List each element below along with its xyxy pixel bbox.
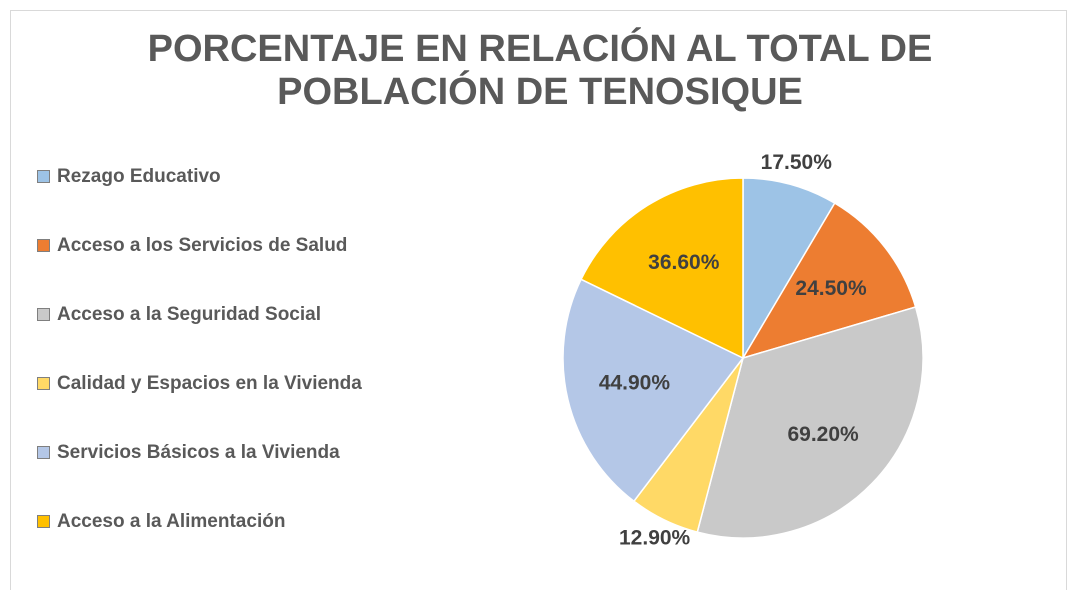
- legend-swatch: [37, 515, 50, 528]
- legend-item: Acceso a los Servicios de Salud: [37, 232, 397, 259]
- pie-slice: [580, 177, 744, 360]
- data-label: 17.50%: [761, 151, 833, 174]
- legend-item: Acceso a la Seguridad Social: [37, 301, 397, 328]
- legend-swatch: [37, 239, 50, 252]
- legend-item: Rezago Educativo: [37, 163, 397, 190]
- legend-swatch: [37, 308, 50, 321]
- pie-slice: [696, 306, 924, 539]
- legend-swatch: [37, 377, 50, 390]
- legend-item: Servicios Básicos a la Vivienda: [37, 439, 397, 466]
- legend-label: Calidad y Espacios en la Vivienda: [57, 373, 362, 394]
- legend-label: Acceso a los Servicios de Salud: [57, 235, 348, 256]
- legend-item: Calidad y Espacios en la Vivienda: [37, 370, 397, 397]
- data-label: 12.90%: [619, 527, 691, 550]
- legend-label: Rezago Educativo: [57, 166, 221, 187]
- pie-slice: [742, 177, 836, 361]
- legend-swatch: [37, 170, 50, 183]
- data-label: 69.20%: [787, 423, 859, 446]
- data-label: 44.90%: [599, 371, 671, 394]
- legend-label: Servicios Básicos a la Vivienda: [57, 442, 340, 463]
- pie-slice: [562, 278, 745, 503]
- data-label: 36.60%: [648, 251, 720, 274]
- legend-item: Acceso a la Alimentación: [37, 508, 397, 535]
- legend-label: Acceso a la Seguridad Social: [57, 304, 321, 325]
- legend-label: Acceso a la Alimentación: [57, 511, 286, 532]
- chart-title: PORCENTAJE EN RELACIÓN AL TOTAL DE POBLA…: [147, 28, 933, 113]
- chart-frame: [10, 10, 1067, 590]
- data-label: 24.50%: [795, 277, 867, 300]
- legend-swatch: [37, 446, 50, 459]
